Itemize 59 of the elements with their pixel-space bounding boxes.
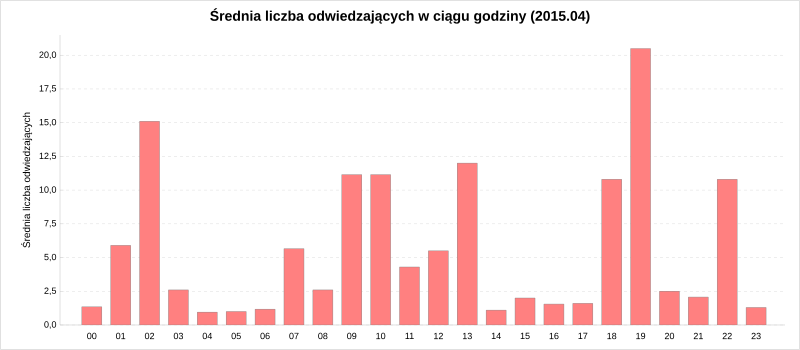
y-tick-label: 10,0 xyxy=(40,186,56,194)
bar xyxy=(370,174,391,325)
x-tick-label: 23 xyxy=(752,332,761,340)
x-tick-label: 08 xyxy=(318,332,328,340)
y-tick-label: 2,5 xyxy=(44,288,56,295)
bar xyxy=(226,311,246,325)
x-tick-label: 12 xyxy=(434,332,443,340)
y-tick-label: 12,5 xyxy=(40,152,56,160)
chart-title: Średnia liczba odwiedzających w ciągu godziny (2015.04) xyxy=(210,8,590,24)
x-tick-label: 20 xyxy=(664,332,674,340)
y-tick-label: 7,5 xyxy=(44,220,56,228)
bar xyxy=(312,290,334,325)
y-axis-title: Średnia liczba odwiedzających xyxy=(21,112,32,248)
bar xyxy=(428,250,449,325)
bar xyxy=(746,307,766,325)
x-tick-label: 16 xyxy=(550,332,559,340)
bar xyxy=(572,303,594,325)
y-tick-label: 20,0 xyxy=(39,52,56,59)
bar xyxy=(254,309,276,325)
bar xyxy=(688,296,709,325)
x-tick-label: 01 xyxy=(116,332,126,340)
x-tick-label: 11 xyxy=(406,332,414,339)
x-tick-label: 05 xyxy=(232,332,241,340)
x-tick-label: 03 xyxy=(174,332,184,340)
bar xyxy=(457,162,478,325)
bar xyxy=(139,121,160,325)
y-tick-label: 17,5 xyxy=(40,85,56,93)
x-tick-label: 17 xyxy=(578,332,588,339)
bar xyxy=(399,266,420,325)
x-tick-label: 15 xyxy=(520,332,530,340)
bar xyxy=(717,179,738,325)
bar xyxy=(630,48,651,325)
x-tick-label: 22 xyxy=(722,332,732,340)
y-tick-label: 15,0 xyxy=(40,118,56,126)
x-tick-label: 04 xyxy=(202,332,212,340)
x-tick-label: 18 xyxy=(607,332,616,340)
bar xyxy=(342,174,362,325)
bar xyxy=(544,304,564,325)
bar xyxy=(486,310,506,325)
bar xyxy=(659,291,680,325)
bar xyxy=(197,312,218,325)
x-tick-label: 10 xyxy=(376,332,386,340)
x-tick-label: 09 xyxy=(347,332,356,340)
x-tick-label: 07 xyxy=(289,332,299,340)
x-tick-label: 19 xyxy=(636,332,646,340)
bar xyxy=(284,248,304,325)
y-tick-label: 0,0 xyxy=(44,321,56,329)
x-tick-label: 00 xyxy=(87,332,96,340)
x-tick-label: 02 xyxy=(144,332,154,340)
bar xyxy=(82,306,102,325)
bar xyxy=(514,298,536,325)
x-tick-label: 06 xyxy=(260,332,270,340)
bar xyxy=(168,290,189,325)
bar xyxy=(601,179,622,325)
bar xyxy=(110,245,131,325)
x-tick-label: 13 xyxy=(462,332,472,340)
x-tick-label: 14 xyxy=(492,332,501,339)
y-tick-label: 5,0 xyxy=(44,254,56,262)
x-tick-label: 21 xyxy=(694,332,703,340)
